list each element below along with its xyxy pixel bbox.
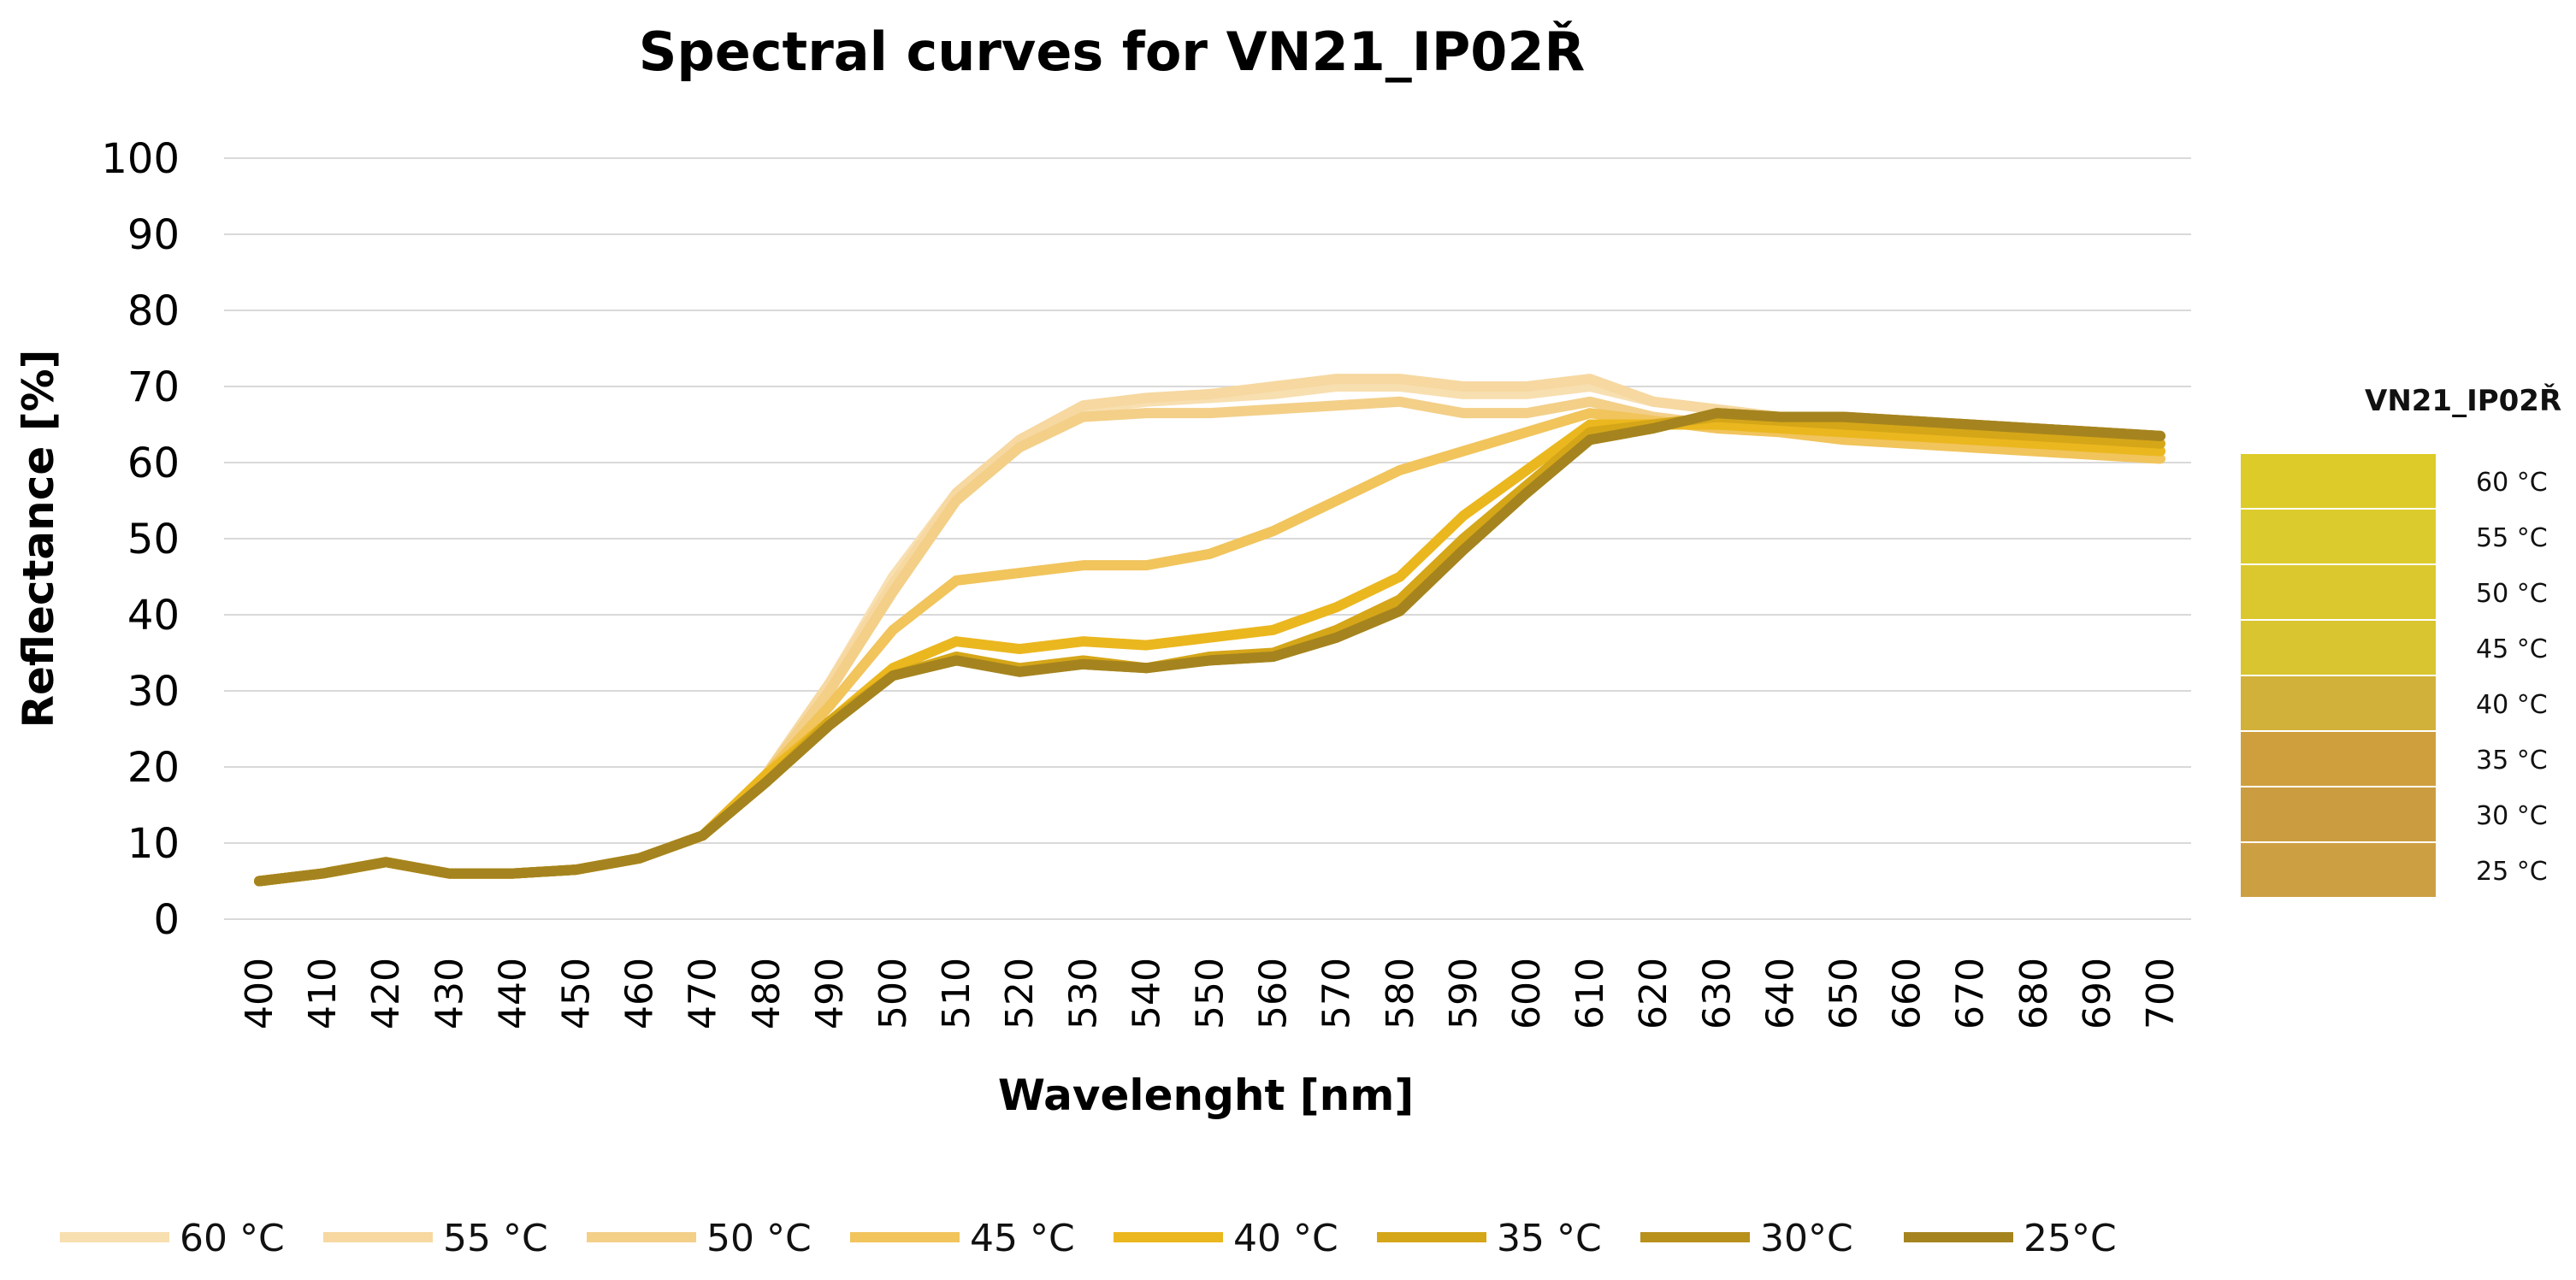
x-tick-640: 640 xyxy=(1758,958,1802,1029)
series-line-6 xyxy=(254,408,2165,887)
x-tick-420: 420 xyxy=(364,958,408,1029)
swatch-label-6: 30 °C xyxy=(2476,801,2548,831)
x-tick-540: 540 xyxy=(1125,958,1168,1029)
swatch-2 xyxy=(2241,565,2436,619)
x-tick-530: 530 xyxy=(1061,958,1105,1029)
x-tick-700: 700 xyxy=(2139,958,2183,1029)
swatch-5 xyxy=(2241,732,2436,786)
series-line-5 xyxy=(254,411,2165,887)
legend-label-5: 35 °C xyxy=(1497,1217,1602,1260)
x-tick-500: 500 xyxy=(871,958,915,1029)
legend: 60 °C 55 °C 50 °C 45 °C 40 °C 35 °C 30°C 25°C xyxy=(60,1217,2117,1260)
y-axis-title: Reflectance [%] xyxy=(14,349,63,728)
legend-label-2: 50 °C xyxy=(706,1217,812,1260)
x-tick-410: 410 xyxy=(301,958,345,1029)
swatch-3 xyxy=(2241,621,2436,675)
legend-label-0: 60 °C xyxy=(180,1217,285,1260)
x-tick-620: 620 xyxy=(1632,958,1675,1029)
chart-title: Spectral curves for VN21_IP02Ř xyxy=(639,21,1586,83)
legend-label-1: 55 °C xyxy=(443,1217,548,1260)
swatch-0 xyxy=(2241,454,2436,508)
series-line-3 xyxy=(254,408,2165,887)
legend-label-4: 40 °C xyxy=(1233,1217,1338,1260)
swatch-7 xyxy=(2241,843,2436,897)
swatch-panel: VN21_IP02Ř 60 °C 55 °C 50 °C 45 °C 40 °C 35 °… xyxy=(2241,383,2561,897)
x-tick-550: 550 xyxy=(1189,958,1232,1029)
x-tick-490: 490 xyxy=(808,958,852,1029)
x-tick-480: 480 xyxy=(745,958,789,1029)
x-tick-460: 460 xyxy=(618,958,662,1029)
swatch-label-2: 50 °C xyxy=(2476,579,2548,609)
x-tick-600: 600 xyxy=(1505,958,1549,1029)
series-lines xyxy=(254,374,2165,887)
y-tick-70: 70 xyxy=(127,363,180,411)
x-tick-660: 660 xyxy=(1886,958,1929,1029)
legend-label-3: 45 °C xyxy=(970,1217,1075,1260)
swatch-1 xyxy=(2241,510,2436,563)
swatch-label-7: 25 °C xyxy=(2476,857,2548,887)
swatch-4 xyxy=(2241,676,2436,730)
x-tick-670: 670 xyxy=(1949,958,1993,1029)
legend-label-7: 25°C xyxy=(2024,1217,2117,1260)
swatch-label-1: 55 °C xyxy=(2476,523,2548,553)
x-tick-680: 680 xyxy=(2012,958,2056,1029)
y-tick-100: 100 xyxy=(101,135,180,183)
swatch-6 xyxy=(2241,787,2436,841)
y-tick-90: 90 xyxy=(127,211,180,259)
y-tick-80: 80 xyxy=(127,287,180,335)
y-tick-30: 30 xyxy=(127,668,180,716)
y-tick-0: 0 xyxy=(153,896,180,944)
y-tick-50: 50 xyxy=(127,516,180,563)
y-tick-10: 10 xyxy=(127,820,180,868)
swatch-label-4: 40 °C xyxy=(2476,690,2548,720)
x-tick-labels: 400 410 420 430 440 450 460 470 480 490 500 510 520 5… xyxy=(238,958,2183,1029)
x-tick-650: 650 xyxy=(1823,958,1866,1029)
x-tick-510: 510 xyxy=(935,958,978,1029)
x-tick-630: 630 xyxy=(1695,958,1739,1029)
x-axis-title: Wavelenght [nm] xyxy=(998,1071,1414,1120)
x-tick-440: 440 xyxy=(491,958,535,1029)
x-tick-400: 400 xyxy=(238,958,281,1029)
swatch-label-3: 45 °C xyxy=(2476,634,2548,664)
gridlines xyxy=(224,157,2191,920)
x-tick-560: 560 xyxy=(1252,958,1296,1029)
y-tick-labels: 0 10 20 30 40 50 60 70 80 90 100 xyxy=(101,135,180,944)
series-line-7 xyxy=(254,408,2165,887)
x-tick-690: 690 xyxy=(2076,958,2119,1029)
x-tick-520: 520 xyxy=(998,958,1042,1029)
y-tick-20: 20 xyxy=(127,744,180,792)
x-tick-570: 570 xyxy=(1315,958,1359,1029)
legend-label-6: 30°C xyxy=(1760,1217,1853,1260)
x-tick-580: 580 xyxy=(1379,958,1422,1029)
x-tick-450: 450 xyxy=(555,958,599,1029)
x-tick-590: 590 xyxy=(1442,958,1486,1029)
series-line-1 xyxy=(254,374,2165,887)
y-tick-40: 40 xyxy=(127,592,180,640)
swatch-label-5: 35 °C xyxy=(2476,746,2548,776)
swatch-panel-title: VN21_IP02Ř xyxy=(2365,383,2561,418)
swatch-label-0: 60 °C xyxy=(2476,468,2548,498)
x-tick-610: 610 xyxy=(1569,958,1612,1029)
x-tick-430: 430 xyxy=(428,958,471,1029)
y-tick-60: 60 xyxy=(127,439,180,487)
x-tick-470: 470 xyxy=(682,958,725,1029)
